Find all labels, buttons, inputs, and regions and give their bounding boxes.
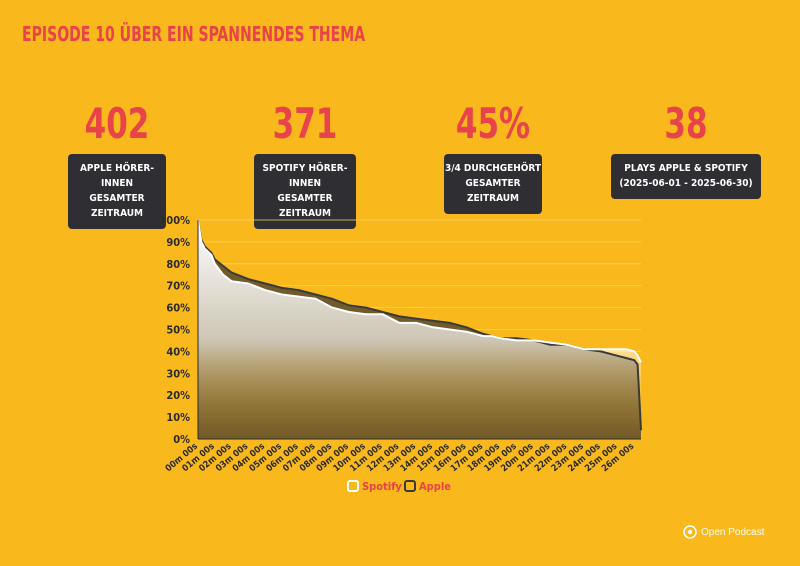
brand-name: Open Podcast [701,526,765,538]
legend-swatch-spotify [347,480,359,492]
stat-spotify-listeners: 371 SPOTIFY HÖRER-INNEN GESAMTER ZEITRAU… [215,100,395,229]
stat-label-box: 3/4 DURCHGEHÖRT GESAMTER ZEITRAUM [444,154,542,214]
stat-label-box: SPOTIFY HÖRER-INNEN GESAMTER ZEITRAUM [254,154,356,229]
stat-label-line2: GESAMTER ZEITRAUM [277,193,333,219]
spotify-line [197,219,642,363]
y-tick-label: 70% [166,280,190,293]
stat-label-line1: PLAYS APPLE & SPOTIFY [624,163,748,174]
stat-label-line1: SPOTIFY HÖRER-INNEN [262,163,348,189]
stat-completion-rate: 45% 3/4 DURCHGEHÖRT GESAMTER ZEITRAUM [403,100,583,214]
y-tick-label: 100% [159,214,190,227]
x-axis [197,220,641,440]
y-tick-label: 50% [166,324,190,337]
y-tick-label: 40% [166,345,190,358]
stat-label-box: APPLE HÖRER-INNEN GESAMTER ZEITRAUM [68,154,166,229]
chart-plot-area [197,219,642,439]
page-title: EPISODE 10 ÜBER EIN SPANNENDES THEMA [22,22,366,46]
stat-label-line2: GESAMTER ZEITRAUM [465,178,521,204]
stat-label-line2: GESAMTER ZEITRAUM [89,193,145,219]
y-tick-label: 30% [166,367,190,380]
open-podcast-logo: Open Podcast [683,525,764,539]
stat-label-box: PLAYS APPLE & SPOTIFY (2025-06-01 - 2025… [611,154,761,199]
legend-label-apple: Apple [419,480,451,493]
chart-legend: Spotify Apple [347,480,451,493]
y-axis: 0% 10% 20% 30% 40% 50% 60% 70% 80% 90% 100% [159,214,190,446]
legend-label-spotify: Spotify [362,480,402,493]
stat-apple-listeners: 402 APPLE HÖRER-INNEN GESAMTER ZEITRAUM [27,100,207,229]
y-tick-label: 80% [166,258,190,271]
stat-value: 38 [664,99,708,148]
y-tick-label: 90% [166,236,190,249]
stat-label-line1: APPLE HÖRER-INNEN [79,163,155,189]
spotify-area [198,220,641,439]
stat-value: 45% [455,99,531,148]
y-tick-label: 10% [166,411,190,424]
stat-value: 371 [272,99,338,148]
legend-swatch-apple [404,480,416,492]
stat-label-line1: 3/4 DURCHGEHÖRT [444,163,542,174]
stat-label-line2: (2025-06-01 - 2025-06-30) [619,178,753,189]
y-tick-label: 20% [166,389,190,402]
y-tick-label: 0% [173,433,190,446]
stat-value: 402 [84,99,150,148]
stat-plays: 38 PLAYS APPLE & SPOTIFY (2025-06-01 - 2… [596,100,776,199]
y-tick-label: 60% [166,302,190,315]
open-podcast-icon [683,525,697,539]
